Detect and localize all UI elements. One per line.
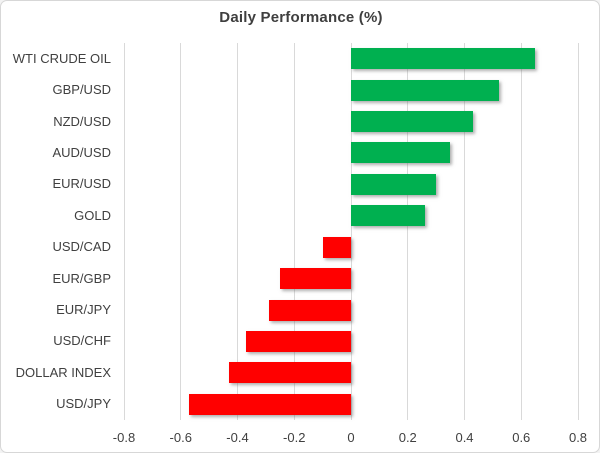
- x-tick-label: 0.8: [568, 430, 588, 445]
- performance-bar-usd-cad: [322, 236, 351, 258]
- performance-bar-aud-usd: [351, 142, 451, 164]
- chart-title: Daily Performance (%): [219, 9, 383, 26]
- value-axis: -0.8 -0.6 -0.4 -0.2 0 0.2 0.4 0.6 0.8: [113, 430, 587, 448]
- category-label: GBP/USD: [52, 82, 111, 98]
- x-tick-label: 0: [347, 430, 355, 445]
- performance-bar-usd-jpy: [189, 393, 351, 415]
- performance-bar-gold: [351, 205, 425, 227]
- category-label: EUR/USD: [52, 176, 111, 192]
- performance-bar-gbp-usd: [351, 79, 499, 101]
- gridline: [520, 43, 522, 420]
- category-label: AUD/USD: [52, 144, 111, 160]
- x-tick-label: -0.6: [169, 430, 192, 445]
- category-label: NZD/USD: [53, 113, 111, 129]
- category-label: USD/JPY: [56, 396, 111, 412]
- x-tick-label: 0.6: [512, 430, 531, 445]
- x-tick-label: 0.4: [455, 430, 474, 445]
- plot-area: [123, 43, 579, 420]
- category-label: USD/CAD: [52, 239, 111, 255]
- gridline: [237, 43, 238, 420]
- performance-bar-eur-usd: [351, 173, 437, 195]
- gridline: [293, 43, 295, 420]
- x-tick-label: 0.2: [398, 430, 417, 445]
- category-label: DOLLAR INDEX: [15, 364, 111, 380]
- gridline: [350, 43, 352, 420]
- category-label: GOLD: [74, 207, 111, 223]
- performance-bar-usd-chf: [246, 330, 351, 352]
- performance-bar-eur-gbp: [280, 268, 351, 290]
- gridline: [180, 43, 182, 420]
- category-label: EUR/GBP: [52, 270, 111, 286]
- category-label: USD/CHF: [53, 333, 111, 349]
- gridline: [464, 43, 465, 420]
- x-tick-label: -0.8: [112, 430, 136, 445]
- category-axis: WTI CRUDE OIL GBP/USD NZD/USD AUD/USD EUR/US…: [1, 43, 111, 420]
- category-label: EUR/JPY: [56, 302, 111, 318]
- performance-bar-dollar-index: [228, 362, 351, 384]
- performance-bar-nzd-usd: [351, 111, 473, 133]
- performance-bar-eur-jpy: [268, 299, 351, 321]
- gridline: [123, 43, 125, 420]
- x-tick-label: -0.2: [283, 430, 306, 445]
- gridline: [407, 43, 409, 420]
- performance-bar-wti-crude-oil: [351, 48, 536, 70]
- category-label: WTI CRUDE OIL: [12, 50, 111, 66]
- x-tick-label: -0.4: [226, 430, 249, 445]
- gridline: [577, 43, 579, 420]
